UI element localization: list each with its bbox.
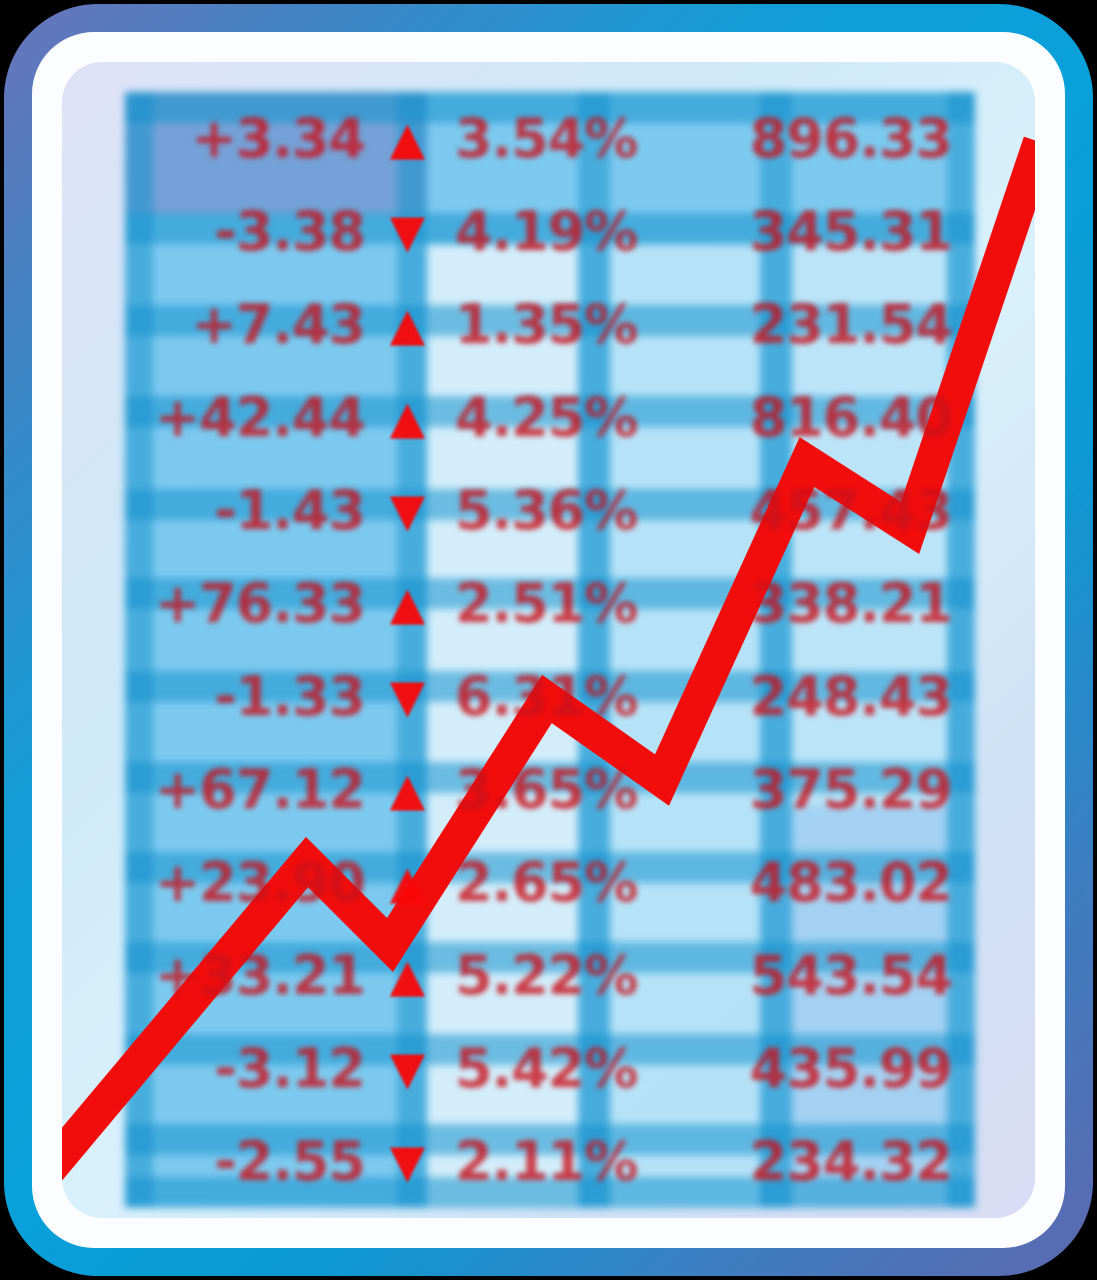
change-value: -3.12 bbox=[214, 1037, 366, 1100]
price-value: 345.31 bbox=[749, 200, 953, 263]
table-row: -3.12 ▼ 5.42% 435.99 bbox=[125, 1022, 975, 1115]
bg-stripe bbox=[125, 852, 975, 883]
percent-value: 5.22% bbox=[455, 944, 638, 1007]
price-value: 457.43 bbox=[749, 479, 953, 542]
price-value: 234.32 bbox=[749, 1130, 953, 1193]
change-value: -2.55 bbox=[214, 1130, 366, 1193]
percent-value: 3.65% bbox=[455, 758, 638, 821]
change-value: +3.34 bbox=[191, 107, 366, 170]
change-value: -1.43 bbox=[214, 479, 366, 542]
change-value: +33.21 bbox=[154, 944, 366, 1007]
bg-stripe bbox=[125, 92, 975, 123]
price-value: 338.21 bbox=[749, 572, 953, 635]
change-value: +67.12 bbox=[154, 758, 366, 821]
price-value: 543.54 bbox=[749, 944, 953, 1007]
trend-arrow-icon: ▼ bbox=[389, 669, 425, 723]
table-row: -1.33 ▼ 6.31% 248.43 bbox=[125, 650, 975, 743]
outer-gradient-frame bbox=[4, 4, 1093, 1276]
price-value: 483.02 bbox=[749, 851, 953, 914]
table-row: +76.33 ▲ 2.51% 338.21 bbox=[125, 557, 975, 650]
trend-arrow-icon: ▲ bbox=[389, 948, 425, 1002]
percent-value: 1.35% bbox=[455, 293, 638, 356]
bg-stripe bbox=[125, 305, 975, 336]
bg-gutter bbox=[760, 92, 792, 1207]
bg-stripe bbox=[125, 1177, 975, 1208]
table-row: -1.43 ▼ 5.36% 457.43 bbox=[125, 464, 975, 557]
trend-arrow-icon: ▼ bbox=[389, 1134, 425, 1188]
percent-value: 5.42% bbox=[455, 1037, 638, 1100]
price-value: 816.40 bbox=[749, 386, 953, 449]
change-value: +7.43 bbox=[191, 293, 366, 356]
trend-line-chart bbox=[62, 136, 1035, 1181]
ticker-panel bbox=[62, 62, 1035, 1218]
percent-value: 2.11% bbox=[455, 1130, 638, 1193]
bg-gutter bbox=[947, 92, 975, 1207]
price-value: 896.33 bbox=[749, 107, 953, 170]
percent-value: 4.25% bbox=[455, 386, 638, 449]
table-row: +23.90 ▲ 2.65% 483.02 bbox=[125, 836, 975, 929]
bg-gutter bbox=[397, 92, 427, 1207]
price-value: 375.29 bbox=[749, 758, 953, 821]
trend-arrow-icon: ▼ bbox=[389, 483, 425, 537]
trend-arrow-icon: ▲ bbox=[389, 390, 425, 444]
bg-stripe bbox=[125, 1034, 975, 1065]
table-row: +3.34 ▲ 3.54% 896.33 bbox=[125, 92, 975, 185]
table-row: +7.43 ▲ 1.35% 231.54 bbox=[125, 278, 975, 371]
percent-value: 3.54% bbox=[455, 107, 638, 170]
change-value: +42.44 bbox=[154, 386, 366, 449]
bg-stripe bbox=[125, 762, 975, 793]
bg-stripe bbox=[125, 1124, 975, 1155]
table-background bbox=[125, 92, 975, 1208]
trend-arrow-icon: ▲ bbox=[389, 855, 425, 909]
change-value: -1.33 bbox=[214, 665, 366, 728]
bg-stripe bbox=[125, 213, 975, 244]
price-value: 231.54 bbox=[749, 293, 953, 356]
percent-value: 6.31% bbox=[455, 665, 638, 728]
price-value: 248.43 bbox=[749, 665, 953, 728]
ticker-rows: +3.34 ▲ 3.54% 896.33 -3.38 ▼ 4.19% 345.3… bbox=[125, 92, 975, 1207]
percent-value: 2.65% bbox=[455, 851, 638, 914]
white-inner-frame bbox=[32, 32, 1065, 1248]
percent-value: 2.51% bbox=[455, 572, 638, 635]
trend-arrow-icon: ▲ bbox=[389, 111, 425, 165]
table-row: -3.38 ▼ 4.19% 345.31 bbox=[125, 185, 975, 278]
percent-value: 4.19% bbox=[455, 200, 638, 263]
change-value: -3.38 bbox=[214, 200, 366, 263]
trend-arrow-icon: ▲ bbox=[389, 762, 425, 816]
bg-stripe bbox=[125, 578, 975, 609]
bg-stripe bbox=[125, 942, 975, 973]
table-row: +67.12 ▲ 3.65% 375.29 bbox=[125, 743, 975, 836]
table-row: +33.21 ▲ 5.22% 543.54 bbox=[125, 929, 975, 1022]
bg-stripe bbox=[125, 396, 975, 427]
trend-arrow-icon: ▲ bbox=[389, 576, 425, 630]
trend-line bbox=[62, 136, 1035, 1181]
trend-arrow-icon: ▼ bbox=[389, 204, 425, 258]
change-value: +76.33 bbox=[154, 572, 366, 635]
trend-arrow-icon: ▲ bbox=[389, 297, 425, 351]
bg-gutter bbox=[578, 92, 610, 1207]
table-row: -2.55 ▼ 2.11% 234.32 bbox=[125, 1115, 975, 1208]
percent-value: 5.36% bbox=[455, 479, 638, 542]
bg-gutter bbox=[125, 92, 153, 1207]
change-value: +23.90 bbox=[154, 851, 366, 914]
price-value: 435.99 bbox=[749, 1037, 953, 1100]
trend-arrow-icon: ▼ bbox=[389, 1041, 425, 1095]
table-row: +42.44 ▲ 4.25% 816.40 bbox=[125, 371, 975, 464]
